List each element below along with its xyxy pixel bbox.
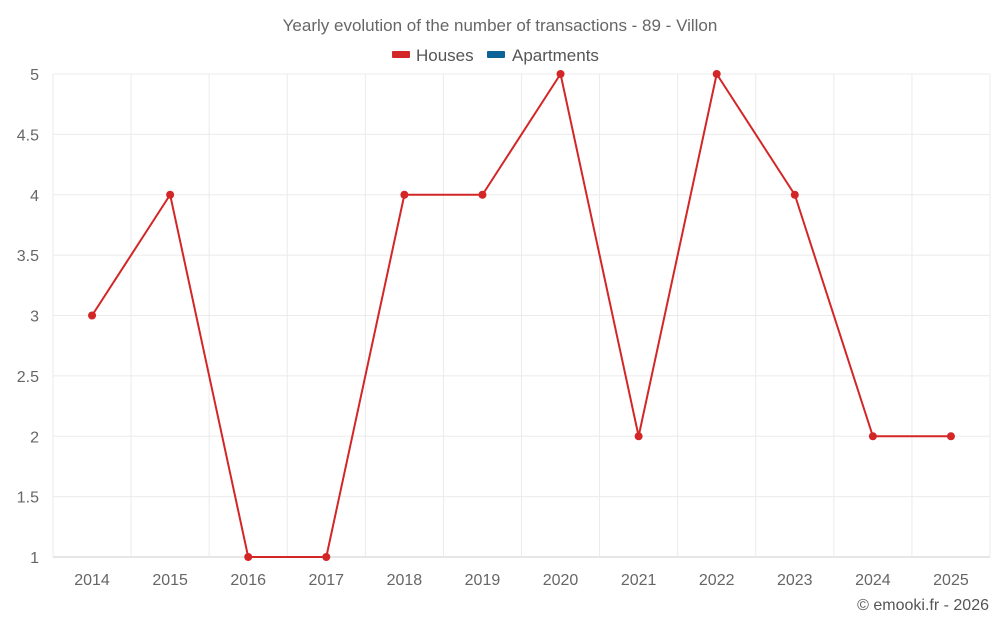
y-tick-label: 3	[30, 309, 39, 326]
series-line-houses	[91, 73, 951, 558]
y-tick-label: 1.5	[17, 490, 39, 507]
legend-label-houses: Houses	[416, 46, 474, 65]
x-tick-label: 2017	[308, 572, 344, 589]
data-point-houses-2020[interactable]	[556, 70, 565, 78]
x-tick-label: 2022	[699, 572, 735, 589]
x-tick-label: 2020	[543, 572, 579, 589]
grid-layer	[52, 73, 991, 558]
legend-label-apartments: Apartments	[512, 46, 599, 65]
data-point-houses-2015[interactable]	[166, 190, 175, 199]
data-point-houses-2024[interactable]	[868, 432, 877, 441]
data-point-houses-2019[interactable]	[478, 190, 487, 199]
data-point-houses-2022[interactable]	[712, 70, 721, 78]
data-point-houses-2017[interactable]	[322, 553, 331, 561]
credit-text: © emooki.fr - 2026	[857, 597, 989, 614]
chart-title: Yearly evolution of the number of transa…	[283, 16, 718, 35]
data-point-houses-2023[interactable]	[790, 190, 799, 199]
legend-swatch-houses	[392, 51, 410, 58]
x-tick-label: 2018	[387, 572, 423, 589]
y-tick-label: 1	[30, 550, 39, 567]
legend: Houses Apartments	[392, 46, 599, 65]
y-tick-label: 2.5	[17, 369, 39, 386]
y-tick-label: 4	[30, 188, 39, 205]
x-tick-label: 2016	[230, 572, 266, 589]
data-point-houses-2025[interactable]	[946, 432, 955, 441]
data-point-houses-2014[interactable]	[88, 311, 97, 320]
legend-item-apartments[interactable]: Apartments	[487, 46, 599, 65]
x-tick-label: 2024	[855, 572, 891, 589]
legend-swatch-apartments	[487, 51, 505, 58]
x-tick-label: 2014	[74, 572, 110, 589]
legend-item-houses[interactable]: Houses	[392, 46, 474, 65]
x-tick-label: 2021	[621, 572, 657, 589]
axis-layer: 1 1.5 2 2.5 3 3.5 4 4.5 5 2014 2015 2016 2017 2018 201…	[17, 67, 969, 589]
y-tick-label: 4.5	[17, 127, 39, 144]
x-tick-label: 2023	[777, 572, 813, 589]
x-tick-label: 2019	[465, 572, 501, 589]
data-point-houses-2018[interactable]	[400, 190, 409, 199]
y-tick-label: 5	[30, 67, 39, 84]
x-tick-label: 2015	[152, 572, 188, 589]
x-tick-label: 2025	[933, 572, 969, 589]
data-point-houses-2021[interactable]	[634, 432, 643, 441]
data-point-houses-2016[interactable]	[244, 553, 253, 561]
y-tick-label: 3.5	[17, 248, 39, 265]
y-tick-label: 2	[30, 429, 39, 446]
series-layer	[88, 70, 955, 561]
